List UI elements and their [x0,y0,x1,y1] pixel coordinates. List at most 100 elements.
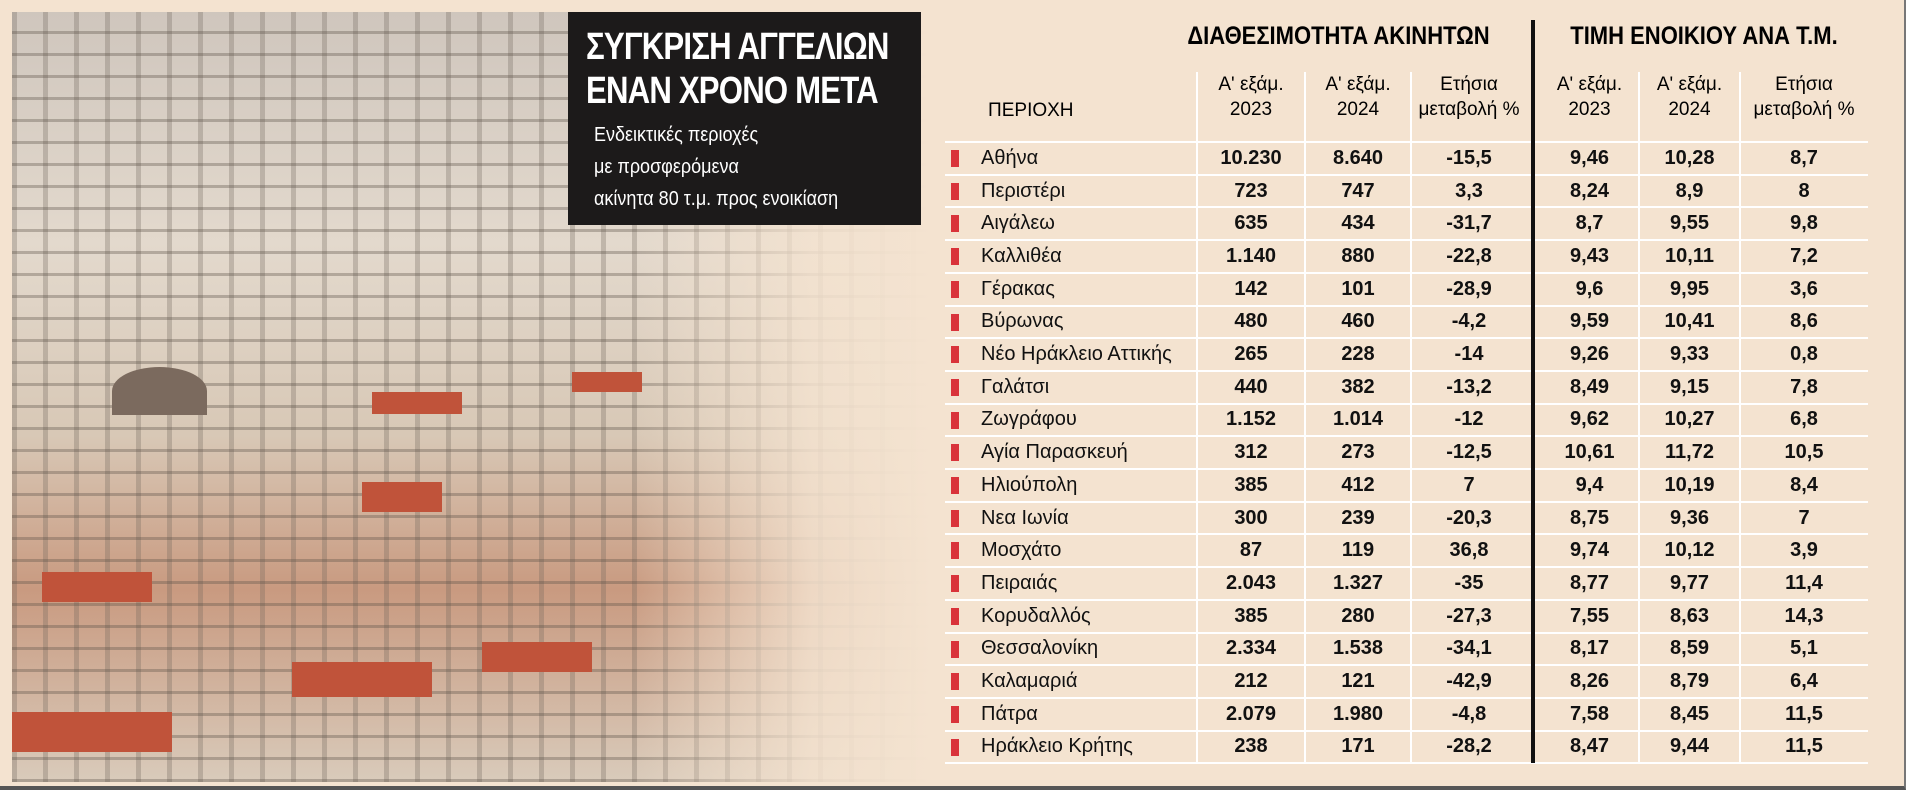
row-marker [951,280,959,298]
table-value: 880 [1341,244,1375,267]
roof [572,372,642,392]
area-name: Πάτρα [981,702,1038,725]
table-value: 11,72 [1665,441,1714,464]
table-value: 5,1 [1790,637,1818,660]
table-value: 9,6 [1575,277,1604,300]
table-value: -20,3 [1446,506,1492,529]
area-name: Περιστέρι [981,179,1066,202]
table-value: 36,8 [1449,539,1489,562]
table-value: 8,59 [1670,637,1709,660]
group-header: ΔΙΑΘΕΣΙΜΟΤΗΤΑ ΑΚΙΝΗΤΩΝ [1187,22,1490,50]
area-name: Βύρωνας [981,310,1064,333]
table-value: -35 [1454,571,1484,594]
header-line: 2023 [1568,99,1611,120]
title-line: ΣΥΓΚΡΙΣΗ ΑΓΓΕΛΙΩΝ [586,26,889,68]
table-value: 6,4 [1790,670,1818,693]
row-divider [945,239,1868,242]
area-name: Γέρακας [981,277,1055,300]
group-divider [1531,20,1535,764]
table-value: 8,26 [1570,670,1609,693]
table-value: 119 [1341,539,1375,562]
table-value: 723 [1234,179,1268,202]
row-divider [945,533,1868,536]
table-value: 7,55 [1570,604,1609,627]
row-divider [945,369,1868,372]
column-divider [1739,72,1741,764]
row-divider [945,271,1868,274]
row-marker [951,411,959,429]
table-value: 9,26 [1570,343,1609,366]
column-divider [1410,72,1412,764]
header-line: Α' εξάμ. [1556,74,1623,95]
table-value: 440 [1234,375,1268,398]
header-line: 2024 [1336,99,1380,120]
dome [112,367,207,415]
table-value: 11,5 [1785,735,1823,758]
row-marker [951,150,959,167]
area-name: Νεα Ιωνία [981,506,1069,529]
table-value: 1.327 [1332,571,1384,594]
row-marker [951,346,959,364]
table-value: 434 [1341,212,1375,235]
row-divider [945,337,1868,340]
table-value: 10,41 [1664,310,1715,333]
table-value: 3,6 [1790,277,1818,300]
column-divider [1638,72,1640,764]
table-value: 8,47 [1570,735,1609,758]
row-divider [945,566,1868,569]
row-divider [945,468,1868,470]
table-value: 8,49 [1570,375,1609,398]
table-value: 8,24 [1570,179,1609,202]
table-value: 10,28 [1664,146,1715,169]
row-marker [951,248,959,266]
header-line: Α' εξάμ. [1656,74,1723,95]
column-divider [1304,72,1306,764]
table-value: -4,2 [1451,310,1487,333]
header-line: Ετήσια [1775,74,1833,95]
table-value: 300 [1234,506,1268,529]
table-value: 8,4 [1790,473,1818,496]
subtitle-line: ακίνητα 80 τ.μ. προς ενοικίαση [594,188,839,210]
area-name: Γαλάτσι [981,375,1050,398]
table-value: 3,9 [1790,539,1818,562]
table-value: 212 [1234,670,1268,693]
table-value: 87 [1239,539,1263,562]
table-value: 8,75 [1570,506,1609,529]
table-value: 8,6 [1790,310,1818,333]
row-marker [951,444,959,462]
table-value: 2.043 [1225,571,1277,594]
area-name: Κορυδαλλός [981,604,1091,627]
table-value: 9,33 [1670,343,1709,366]
row-marker [951,378,959,396]
table-value: 10,12 [1664,539,1715,562]
table-value: 11,5 [1785,702,1823,725]
row-marker [951,542,959,560]
roof [292,662,432,697]
table-value: 0,8 [1790,343,1818,366]
roof [42,572,152,602]
table-value: 9,15 [1670,375,1709,398]
table-value: -28,9 [1446,277,1492,300]
row-divider [945,762,1868,765]
header-line: Ετήσια [1440,74,1498,95]
area-name: Αιγάλεω [981,212,1055,235]
table-value: 1.140 [1225,244,1277,267]
table-value: 7 [1798,506,1810,529]
group-header: ΤΙΜΗ ΕΝΟΙΚΙΟΥ ΑΝΑ Τ.Μ. [1570,22,1838,50]
table-value: -27,3 [1446,604,1492,627]
area-name: Καλαμαριά [981,670,1078,693]
table-value: 6,8 [1790,408,1818,431]
column-header: Ετήσια μεταβολή % [1411,72,1527,122]
table-value: 385 [1234,604,1268,627]
table-value: 747 [1341,179,1375,202]
title-box: ΣΥΓΚΡΙΣΗ ΑΓΓΕΛΙΩΝ ΕΝΑΝ ΧΡΟΝΟ ΜΕΤΑ Ενδεικ… [568,12,921,225]
table-value: 1.980 [1332,702,1384,725]
table-value: 8,45 [1670,702,1709,725]
table-value: 7 [1463,473,1475,496]
header-line: 2023 [1229,99,1273,120]
table-value: 265 [1234,343,1268,366]
column-header: Α' εξάμ. 2024 [1639,72,1740,122]
table-value: 382 [1341,375,1375,398]
table-value: 9,77 [1670,571,1709,594]
